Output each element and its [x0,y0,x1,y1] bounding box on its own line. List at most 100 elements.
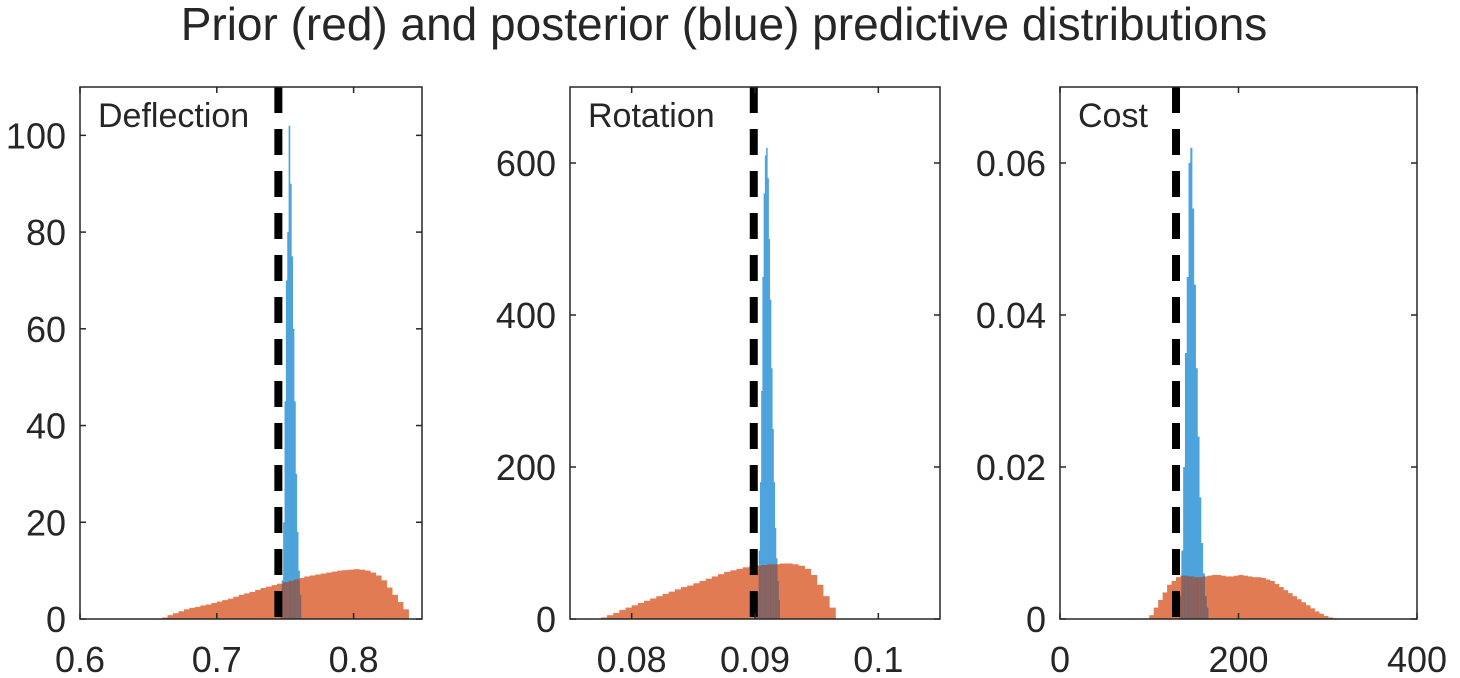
overlap-bar [763,565,766,619]
posterior-bar [1193,284,1196,619]
overlap-bar [1197,577,1200,619]
overlap-bar [777,581,779,619]
overlap-bar [1186,575,1189,619]
prior-bar [644,600,651,619]
overlap-bar [759,565,762,619]
prior-bar [200,605,207,619]
prior-bar [742,567,750,619]
prior-bar [1283,590,1289,619]
posterior-bar [296,531,299,619]
prior-bar [1323,615,1329,619]
y-tick-label: 0.06 [976,143,1046,184]
prior-bar [1260,577,1266,619]
prior-bar [304,576,311,619]
prior-bar [189,607,196,619]
prior-bar [829,607,836,619]
x-tick-label: 0.08 [597,639,667,678]
overlap-bar [766,565,768,619]
posterior-bar [1190,147,1193,619]
prior-bar [173,613,180,619]
prior-bar [625,607,633,619]
posterior-bar [763,193,766,619]
posterior-bar [294,401,296,619]
prior-bar [779,563,787,619]
overlap-bar [1193,577,1196,619]
overlap-bar [1204,596,1207,619]
prior-bar [298,577,305,619]
prior-bar [238,594,245,619]
prior-bar [1162,592,1168,619]
overlap-bar [772,564,774,619]
x-tick-label: 0.09 [720,639,790,678]
prior-bar [650,598,657,619]
prior-bar [337,570,344,619]
prior-bar [724,571,731,619]
prior-bar [613,612,620,619]
prior-bar [1211,574,1217,619]
prior-bar [233,596,240,619]
overlap-bar [1202,576,1205,619]
overlap-bar [764,565,767,619]
prior-bar [810,574,818,619]
prior-bar [1167,584,1173,619]
plot-area [162,87,409,619]
overlap-bar [291,580,294,619]
prior-bar [705,578,713,619]
prior-bar [816,584,824,619]
prior-bar [785,563,793,619]
prior-bar [600,617,608,619]
posterior-bar [1192,208,1195,619]
overlap-bar [1199,577,1202,619]
posterior-bar [292,328,295,619]
panel-deflection: 0 20 40 60 80 100 0.6 0.7 0.8 Deflection [6,86,423,678]
prior-bar [637,603,645,619]
prior-bar [194,606,201,619]
prior-bar [364,570,371,619]
y-tick-label: 600 [496,143,556,184]
prior-bar [370,572,377,619]
prior-bar [1269,581,1275,619]
prior-bar [662,593,670,619]
overlap-bar [289,580,292,619]
panel-rotation: 0 200 400 600 0.08 0.09 0.1 Rotation [496,86,941,678]
posterior-bar [1188,163,1191,619]
overlap-bar [292,580,295,619]
prior-bar [1225,576,1231,619]
posterior-bar [771,368,773,619]
overlap-bar [761,565,763,619]
posterior-bar [1184,353,1188,619]
prior-bar [792,564,799,619]
overlap-bar [287,582,289,619]
prior-bar [397,602,404,619]
posterior-bar [762,277,764,619]
overlap-bar [1192,576,1195,619]
posterior-bar [284,401,287,619]
posterior-bar [772,429,774,619]
prior-bar [402,609,409,619]
plot-area [1149,87,1338,619]
prior-bar [315,574,322,619]
posterior-bar [289,183,292,619]
prior-bar [674,589,682,619]
prior-bar [167,615,174,619]
prior-bar [183,609,191,619]
overlap-bar [769,564,772,619]
prior-bar [1327,617,1333,619]
overlap-bar [1190,576,1193,619]
prior-bar [1216,574,1222,619]
y-tick-label: 0 [46,599,66,640]
y-tick-label: 200 [496,447,556,488]
prior-bar [348,569,355,619]
y-tick-label: 20 [26,502,66,543]
prior-bar [211,603,218,619]
prior-bar [1305,605,1311,619]
axes-box [1059,86,1418,620]
overlap-bar [1188,576,1191,619]
posterior-bar [291,256,294,619]
prior-bar [681,587,688,619]
prior-bar [326,572,333,619]
posterior-bar [764,155,767,619]
posterior-bar [769,299,772,619]
prior-bar [1158,600,1164,619]
